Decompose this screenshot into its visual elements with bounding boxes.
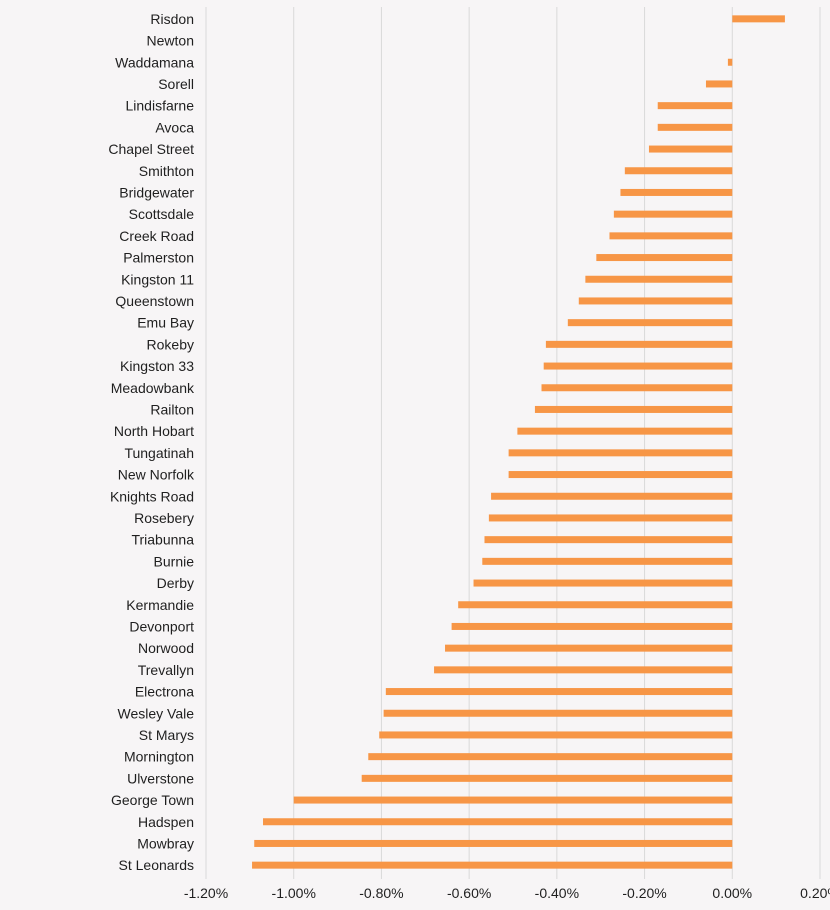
bar-devonport [451,622,733,630]
bar-sorell [705,80,733,88]
bar-meadowbank [541,384,733,392]
x-axis-ticks: -1.20% -1.00% -0.80% -0.60% -0.40% -0.20% 0.00… [184,885,830,901]
category-label: Trevallyn [138,662,194,678]
bar-kingston-11 [585,275,733,283]
bar-st-marys [379,731,733,739]
bar-knights-road [491,492,733,500]
bar-waddamana [727,58,733,66]
bar-wesley-vale [383,709,733,717]
bar-mowbray [254,839,733,847]
x-tick-label: 0.20% [800,885,830,901]
x-tick-label: 0.00% [712,885,752,901]
bar-ulverstone [361,774,733,782]
category-label: Railton [150,401,194,417]
bar-trevallyn [434,666,733,674]
bar-smithton [624,167,733,175]
bar-north-hobart [517,427,733,435]
bar-bridgewater [620,188,733,196]
bars [252,15,785,869]
category-label: Wesley Vale [117,705,194,721]
category-label: Palmerston [123,250,194,266]
bar-queenstown [578,297,733,305]
category-label: Derby [157,575,194,591]
category-label: Mowbray [137,835,194,851]
category-label: Creek Road [119,228,194,244]
category-label: New Norfolk [118,467,195,483]
category-label: Tungatinah [124,445,194,461]
bar-derby [473,579,733,587]
bar-scottsdale [613,210,733,218]
category-label: Mornington [124,749,194,765]
category-label: Kermandie [126,597,194,613]
bar-burnie [482,557,733,565]
category-label: Queenstown [115,293,194,309]
bar-creek-road [609,232,733,240]
x-tick-label: -1.00% [272,885,316,901]
bar-chapel-street [648,145,733,153]
category-label: Chapel Street [108,141,194,157]
category-label: Waddamana [115,54,194,70]
bar-rokeby [545,340,733,348]
category-label: North Hobart [114,423,194,439]
category-label: Risdon [150,11,194,27]
category-label: Rosebery [134,510,194,526]
x-tick-label: -0.60% [447,885,491,901]
bar-emu-bay [567,319,733,327]
bar-palmerston [596,254,733,262]
category-label: Hadspen [138,814,194,830]
bar-norwood [445,644,733,652]
category-label: Smithton [139,163,194,179]
bar-tungatinah [508,449,733,457]
category-label: Sorell [158,76,194,92]
category-label: St Marys [139,727,194,743]
category-label: Newton [147,33,194,49]
category-label: Bridgewater [119,184,194,200]
x-tick-label: -1.20% [184,885,228,901]
bar-triabunna [484,536,733,544]
bar-mornington [368,753,733,761]
bar-kermandie [458,601,733,609]
category-label: Knights Road [110,488,194,504]
bar-hadspen [263,818,733,826]
category-label: St Leonards [119,857,195,873]
category-label: Avoca [155,119,194,135]
bar-electrona [385,688,733,696]
bar-st-leonards [252,861,733,869]
category-label: George Town [111,792,194,808]
category-label: Rokeby [147,336,194,352]
bar-rosebery [488,514,733,522]
gridlines [205,7,821,879]
category-label: Devonport [129,618,194,634]
bar-new-norfolk [508,471,733,479]
category-label: Emu Bay [137,315,194,331]
bar-kingston-33 [543,362,733,370]
x-tick-label: -0.20% [622,885,666,901]
category-label: Scottsdale [129,206,195,222]
category-labels: Risdon Newton Waddamana Sorell Lindisfarne Av… [108,11,195,873]
bar-railton [534,405,733,413]
bar-risdon [732,15,785,23]
category-label: Kingston 33 [120,358,194,374]
category-label: Burnie [154,553,195,569]
category-label: Ulverstone [127,770,194,786]
bar-george-town [293,796,733,804]
bar-avoca [657,123,733,131]
category-label: Triabunna [131,532,194,548]
x-tick-label: -0.40% [535,885,579,901]
category-label: Electrona [135,684,194,700]
category-label: Meadowbank [111,380,195,396]
bar-lindisfarne [657,102,733,110]
x-tick-label: -0.80% [359,885,403,901]
category-label: Norwood [138,640,194,656]
category-label: Kingston 11 [121,271,194,287]
category-label: Lindisfarne [126,98,195,114]
